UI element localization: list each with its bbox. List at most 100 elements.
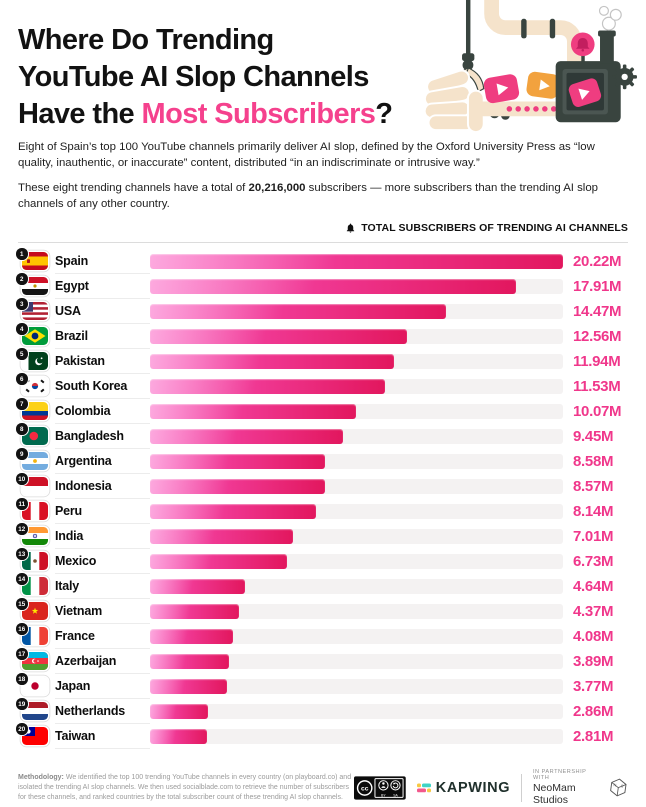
flag-icon (22, 252, 48, 271)
value-label: 3.89M (573, 653, 614, 671)
title-highlight: Most Subscribers (141, 98, 376, 130)
country-flag: 8 (16, 423, 49, 446)
cc-license-badge: cc BY SA (354, 776, 406, 800)
flag-icon (22, 652, 48, 671)
country-label: Spain (55, 249, 150, 275)
intro-paragraph-2: These eight trending channels have a tot… (18, 182, 599, 210)
chart-row: 12 India 7.01M (16, 523, 628, 550)
flag-icon (22, 452, 48, 471)
value-label: 10.07M (573, 403, 622, 421)
footer-divider (521, 773, 522, 802)
country-flag: 13 (16, 548, 49, 571)
chart-row: 4 Brazil 12.56M (16, 323, 628, 350)
country-label: Azerbaijan (55, 649, 150, 675)
bar-fill (150, 579, 245, 595)
country-flag: 16 (16, 623, 49, 646)
bar-track (150, 304, 563, 320)
chart-row: 11 Peru 8.14M (16, 498, 628, 525)
play-button-icon (483, 74, 520, 104)
bar-track (150, 579, 563, 595)
bar-fill (150, 454, 326, 470)
chimney-icon (598, 5, 622, 64)
kapwing-icon (416, 783, 431, 793)
bar-track (150, 729, 563, 745)
value-label: 11.53M (573, 378, 621, 396)
chart-row: 18 Japan 3.77M (16, 673, 628, 700)
bar-fill (150, 254, 563, 270)
section-divider (18, 242, 628, 244)
footer-logos: cc BY SA KAPWING IN PARTNERSHIP WITH (354, 769, 628, 806)
chart-row: 7 Colombia 10.07M (16, 398, 628, 425)
value-label: 8.57M (573, 478, 614, 496)
bar-fill (150, 554, 288, 570)
thumbnail-stack-icon (423, 69, 485, 134)
flag-icon (22, 627, 48, 646)
flag-icon (22, 677, 48, 696)
page-title: Where Do Trending YouTube AI Slop Channe… (18, 24, 393, 130)
country-flag: 12 (16, 523, 49, 546)
bar-track (150, 379, 563, 395)
bar-fill (150, 504, 317, 520)
bar-track (150, 404, 563, 420)
subscriber-total: 20,216,000 (248, 182, 306, 195)
flag-icon (22, 552, 48, 571)
country-flag: 11 (16, 498, 49, 521)
rank-badge: 2 (16, 273, 28, 285)
country-label: Egypt (55, 274, 150, 300)
chart-row: 1 Spain 20.22M (16, 248, 628, 275)
chart-row: 2 Egypt 17.91M (16, 273, 628, 300)
chart-row: 20 Taiwan 2.81M (16, 723, 628, 750)
country-label: Taiwan (55, 724, 150, 750)
country-flag: 1 (16, 248, 49, 271)
value-label: 17.91M (573, 278, 622, 296)
svg-text:BY: BY (381, 793, 386, 797)
value-label: 8.14M (573, 503, 614, 521)
flag-icon (22, 277, 48, 296)
country-flag: 14 (16, 573, 49, 596)
country-label: Argentina (55, 449, 150, 475)
rank-badge: 12 (16, 523, 28, 535)
methodology-text: Methodology: We identified the top 100 t… (18, 774, 352, 801)
legend-label: TOTAL SUBSCRIBERS OF TRENDING AI CHANNEL… (361, 222, 628, 235)
country-label: Mexico (55, 549, 150, 575)
country-flag: 19 (16, 698, 49, 721)
bar-track (150, 679, 563, 695)
value-label: 2.81M (573, 728, 614, 746)
bell-lamp-icon (570, 32, 595, 64)
chart-row: 8 Bangladesh 9.45M (16, 423, 628, 450)
factory-illustration-icon (423, 0, 637, 134)
chart-row: 19 Netherlands 2.86M (16, 698, 628, 725)
rank-badge: 14 (16, 573, 28, 585)
rank-badge: 8 (16, 423, 28, 435)
value-label: 12.56M (573, 328, 622, 346)
chart-row: 16 France 4.08M (16, 623, 628, 650)
value-label: 2.86M (573, 703, 614, 721)
bar-track (150, 454, 563, 470)
bar-track (150, 279, 563, 295)
bar-track (150, 654, 563, 670)
country-flag: 18 (16, 673, 49, 696)
value-label: 14.47M (573, 303, 622, 321)
flag-icon (22, 327, 48, 346)
flag-icon (22, 577, 48, 596)
country-flag: 2 (16, 273, 49, 296)
rank-badge: 4 (16, 323, 28, 335)
bar-fill (150, 679, 227, 695)
chart-row: 15 Vietnam 4.37M (16, 598, 628, 625)
value-label: 4.37M (573, 603, 614, 621)
chart-row: 14 Italy 4.64M (16, 573, 628, 600)
bar-fill (150, 279, 516, 295)
bar-chart: 1 Spain 20.22M 2 Egypt 17.91M 3 USA 14.47M 4 Brazi… (16, 248, 628, 750)
flag-icon (22, 702, 48, 721)
country-label: USA (55, 299, 150, 325)
bar-track (150, 629, 563, 645)
neomam-logo: NeoMam Studios (532, 782, 576, 807)
country-label: Japan (55, 674, 150, 700)
country-flag: 9 (16, 448, 49, 471)
bar-fill (150, 304, 446, 320)
bar-fill (150, 629, 234, 645)
bar-fill (150, 529, 294, 545)
bar-fill (150, 729, 208, 745)
rank-badge: 11 (16, 498, 28, 510)
rank-badge: 19 (16, 698, 28, 710)
